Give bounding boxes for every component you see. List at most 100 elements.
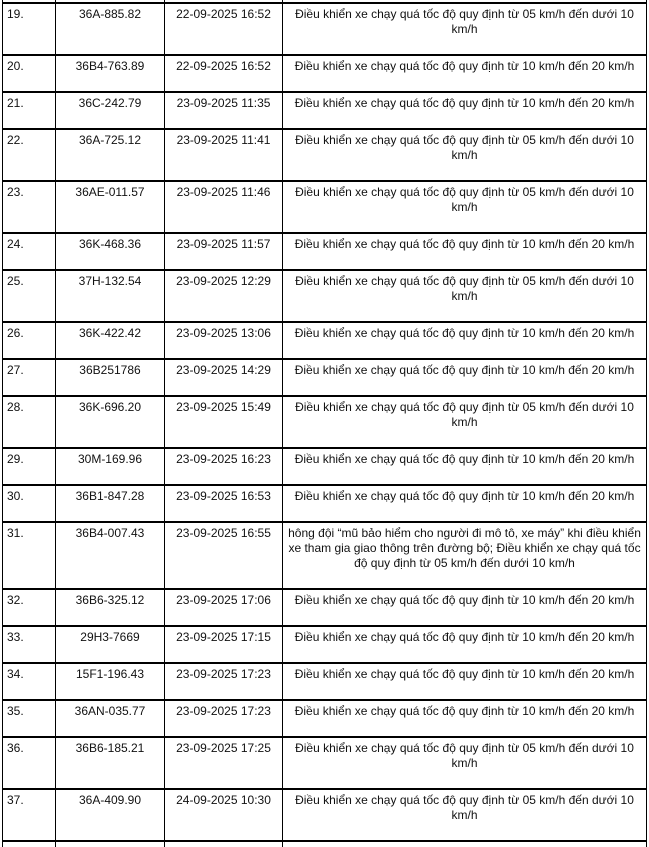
violation-cell: Điều khiển xe chạy quá tốc độ quy định t…	[282, 447, 647, 486]
row-index-cell: 33.	[2, 625, 56, 664]
plate-cell: 36B4-763.89	[55, 54, 165, 93]
datetime-cell: 23-09-2025 16:53	[164, 484, 283, 523]
row-index-cell: 26.	[2, 321, 56, 360]
table-row: 35. 36AN-035.77 23-09-2025 17:23 Điều kh…	[2, 699, 647, 738]
table-row: 32. 36B6-325.12 23-09-2025 17:06 Điều kh…	[2, 588, 647, 627]
plate-cell: 36K-422.42	[55, 321, 165, 360]
row-index-cell: 19.	[2, 2, 56, 56]
row-index-cell: 20.	[2, 54, 56, 93]
violation-cell: Điều khiển xe chạy quá tốc độ quy định t…	[282, 484, 647, 523]
row-index-cell: 28.	[2, 395, 56, 449]
plate-cell: 36B1-847.28	[55, 484, 165, 523]
table-row: 24. 36K-468.36 23-09-2025 11:57 Điều khi…	[2, 232, 647, 271]
violation-cell: Điều khiển xe chạy quá tốc độ quy định t…	[282, 54, 647, 93]
table-row: 27. 36B251786 23-09-2025 14:29 Điều khiể…	[2, 358, 647, 397]
datetime-cell: 24-09-2025 10:30	[164, 788, 283, 842]
table-row: 26. 36K-422.42 23-09-2025 13:06 Điều khi…	[2, 321, 647, 360]
row-index-cell: 35.	[2, 699, 56, 738]
row-index-cell: 21.	[2, 91, 56, 130]
plate-cell: 37H-132.54	[55, 269, 165, 323]
row-index-cell: 29.	[2, 447, 56, 486]
table-row: 30. 36B1-847.28 23-09-2025 16:53 Điều kh…	[2, 484, 647, 523]
datetime-cell	[164, 840, 283, 847]
datetime-cell: 23-09-2025 13:06	[164, 321, 283, 360]
violation-cell: Điều khiển xe chạy quá tốc độ quy định t…	[282, 2, 647, 56]
plate-cell: 15F1-196.43	[55, 662, 165, 701]
row-index-cell: 23.	[2, 180, 56, 234]
datetime-cell: 23-09-2025 11:35	[164, 91, 283, 130]
table-row: 34. 15F1-196.43 23-09-2025 17:23 Điều kh…	[2, 662, 647, 701]
table-row: 33. 29H3-7669 23-09-2025 17:15 Điều khiể…	[2, 625, 647, 664]
violation-cell: Điều khiển xe chạy quá tốc độ quy định t…	[282, 662, 647, 701]
datetime-cell: 23-09-2025 14:29	[164, 358, 283, 397]
datetime-cell: 23-09-2025 17:06	[164, 588, 283, 627]
row-index-cell: 36.	[2, 736, 56, 790]
violation-cell: Điều khiển xe chạy quá tốc độ quy định t…	[282, 625, 647, 664]
datetime-cell: 23-09-2025 17:25	[164, 736, 283, 790]
row-index-cell: 37.	[2, 788, 56, 842]
partial-row-bottom	[2, 840, 647, 847]
violation-cell: Điều khiển xe chạy quá tốc độ quy định t…	[282, 736, 647, 790]
table-row: 28. 36K-696.20 23-09-2025 15:49 Điều khi…	[2, 395, 647, 449]
row-index-cell	[2, 840, 56, 847]
datetime-cell: 22-09-2025 16:52	[164, 2, 283, 56]
table-row: 20. 36B4-763.89 22-09-2025 16:52 Điều kh…	[2, 54, 647, 93]
datetime-cell: 23-09-2025 17:23	[164, 662, 283, 701]
datetime-cell: 23-09-2025 17:15	[164, 625, 283, 664]
plate-cell: 29H3-7669	[55, 625, 165, 664]
violation-cell	[282, 0, 647, 4]
row-index-cell: 32.	[2, 588, 56, 627]
row-index-cell: 24.	[2, 232, 56, 271]
datetime-cell: 23-09-2025 15:49	[164, 395, 283, 449]
table-row: 22. 36A-725.12 23-09-2025 11:41 Điều khi…	[2, 128, 647, 182]
violation-cell: Điều khiển xe chạy quá tốc độ quy định t…	[282, 395, 647, 449]
plate-cell: 36K-696.20	[55, 395, 165, 449]
table-row: 29. 30M-169.96 23-09-2025 16:23 Điều khi…	[2, 447, 647, 486]
plate-cell: 36AN-035.77	[55, 699, 165, 738]
violation-cell: Điều khiển xe chạy quá tốc độ quy định t…	[282, 358, 647, 397]
violation-cell	[282, 840, 647, 847]
violation-cell: Điều khiển xe chạy quá tốc độ quy định t…	[282, 699, 647, 738]
datetime-cell: 22-09-2025 16:52	[164, 54, 283, 93]
violation-cell: Điều khiển xe chạy quá tốc độ quy định t…	[282, 321, 647, 360]
row-index-cell: 22.	[2, 128, 56, 182]
table-row: 19. 36A-885.82 22-09-2025 16:52 Điều khi…	[2, 2, 647, 56]
table-row: 31. 36B4-007.43 23-09-2025 16:55 hông độ…	[2, 521, 647, 590]
table-row: 36. 36B6-185.21 23-09-2025 17:25 Điều kh…	[2, 736, 647, 790]
violation-cell: Điều khiển xe chạy quá tốc độ quy định t…	[282, 91, 647, 130]
table-row: 37. 36A-409.90 24-09-2025 10:30 Điều khi…	[2, 788, 647, 842]
datetime-cell: 23-09-2025 17:23	[164, 699, 283, 738]
violation-cell: Điều khiển xe chạy quá tốc độ quy định t…	[282, 788, 647, 842]
plate-cell: 36A-885.82	[55, 2, 165, 56]
plate-cell: 36AE-011.57	[55, 180, 165, 234]
violation-cell: Điều khiển xe chạy quá tốc độ quy định t…	[282, 180, 647, 234]
row-index-cell: 31.	[2, 521, 56, 590]
table-row: 25. 37H-132.54 23-09-2025 12:29 Điều khi…	[2, 269, 647, 323]
plate-cell: 36A-409.90	[55, 788, 165, 842]
partial-row-top	[2, 0, 647, 4]
plate-cell	[55, 840, 165, 847]
violation-cell: Điều khiển xe chạy quá tốc độ quy định t…	[282, 269, 647, 323]
plate-cell: 36B251786	[55, 358, 165, 397]
violation-cell: hông đội “mũ bảo hiểm cho người đi mô tô…	[282, 521, 647, 590]
violation-cell: Điều khiển xe chạy quá tốc độ quy định t…	[282, 128, 647, 182]
datetime-cell: 23-09-2025 11:41	[164, 128, 283, 182]
table-row: 23. 36AE-011.57 23-09-2025 11:46 Điều kh…	[2, 180, 647, 234]
datetime-cell: 23-09-2025 16:23	[164, 447, 283, 486]
plate-cell: 36B4-007.43	[55, 521, 165, 590]
row-index-cell: 27.	[2, 358, 56, 397]
row-index-cell: 25.	[2, 269, 56, 323]
datetime-cell: 23-09-2025 16:55	[164, 521, 283, 590]
plate-cell: 36K-468.36	[55, 232, 165, 271]
plate-cell: 36B6-325.12	[55, 588, 165, 627]
table-row: 21. 36C-242.79 23-09-2025 11:35 Điều khi…	[2, 91, 647, 130]
violation-cell: Điều khiển xe chạy quá tốc độ quy định t…	[282, 588, 647, 627]
row-index-cell: 34.	[2, 662, 56, 701]
datetime-cell: 23-09-2025 11:57	[164, 232, 283, 271]
datetime-cell: 23-09-2025 11:46	[164, 180, 283, 234]
violation-cell: Điều khiển xe chạy quá tốc độ quy định t…	[282, 232, 647, 271]
datetime-cell: 23-09-2025 12:29	[164, 269, 283, 323]
plate-cell: 36A-725.12	[55, 128, 165, 182]
row-index-cell: 30.	[2, 484, 56, 523]
